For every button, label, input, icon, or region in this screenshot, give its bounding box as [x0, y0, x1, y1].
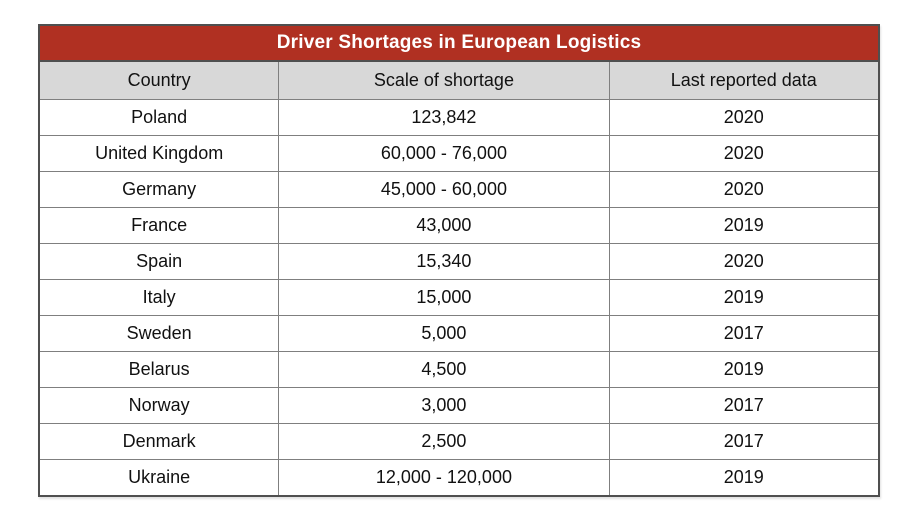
shortage-cell: 2,500 [278, 423, 610, 460]
country-cell: Norway [40, 387, 280, 424]
year-cell: 2020 [608, 243, 878, 280]
country-cell: Poland [40, 99, 280, 136]
year-cell: 2019 [608, 351, 878, 388]
shortage-cell: 12,000 - 120,000 [278, 459, 610, 495]
data-table: Country Scale of shortage Last reported … [40, 62, 878, 495]
shortage-cell: 43,000 [278, 207, 610, 244]
table-row: Belarus 4,500 2019 [40, 351, 878, 388]
year-cell: 2017 [608, 387, 878, 424]
column-header-country: Country [40, 62, 280, 100]
year-cell: 2019 [608, 207, 878, 244]
table-row: Sweden 5,000 2017 [40, 315, 878, 352]
country-cell: Germany [40, 171, 280, 208]
country-cell: France [40, 207, 280, 244]
column-header-year: Last reported data [608, 62, 878, 100]
table-row: Germany 45,000 - 60,000 2020 [40, 171, 878, 208]
column-header-shortage: Scale of shortage [278, 62, 610, 100]
shortage-cell: 15,340 [278, 243, 610, 280]
table-row: Norway 3,000 2017 [40, 387, 878, 424]
table-row: United Kingdom 60,000 - 76,000 2020 [40, 135, 878, 172]
table-row: Denmark 2,500 2017 [40, 423, 878, 460]
shortage-cell: 60,000 - 76,000 [278, 135, 610, 172]
table-title-banner: Driver Shortages in European Logistics [40, 26, 878, 62]
year-cell: 2020 [608, 135, 878, 172]
year-cell: 2019 [608, 279, 878, 316]
country-cell: Denmark [40, 423, 280, 460]
year-cell: 2020 [608, 171, 878, 208]
table-row: Poland 123,842 2020 [40, 99, 878, 136]
shortage-cell: 15,000 [278, 279, 610, 316]
year-cell: 2017 [608, 315, 878, 352]
shortage-cell: 3,000 [278, 387, 610, 424]
country-cell: Spain [40, 243, 280, 280]
table-body: Poland 123,842 2020 United Kingdom 60,00… [40, 99, 878, 495]
header-row: Country Scale of shortage Last reported … [40, 62, 878, 100]
year-cell: 2020 [608, 99, 878, 136]
year-cell: 2017 [608, 423, 878, 460]
driver-shortages-table: Driver Shortages in European Logistics C… [38, 24, 880, 497]
shortage-cell: 123,842 [278, 99, 610, 136]
country-cell: Italy [40, 279, 280, 316]
country-cell: United Kingdom [40, 135, 280, 172]
table-row: France 43,000 2019 [40, 207, 878, 244]
shortage-cell: 4,500 [278, 351, 610, 388]
table-row: Spain 15,340 2020 [40, 243, 878, 280]
country-cell: Sweden [40, 315, 280, 352]
country-cell: Ukraine [40, 459, 280, 495]
table-row: Italy 15,000 2019 [40, 279, 878, 316]
country-cell: Belarus [40, 351, 280, 388]
shortage-cell: 5,000 [278, 315, 610, 352]
year-cell: 2019 [608, 459, 878, 495]
table-row: Ukraine 12,000 - 120,000 2019 [40, 459, 878, 495]
shortage-cell: 45,000 - 60,000 [278, 171, 610, 208]
